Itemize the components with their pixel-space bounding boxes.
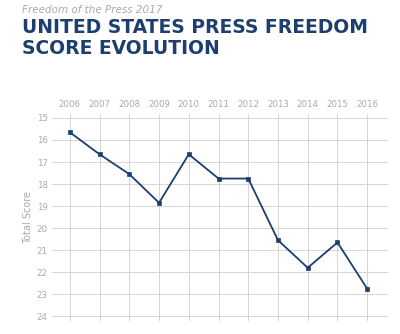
Text: Freedom of the Press 2017: Freedom of the Press 2017 <box>22 5 162 15</box>
Text: UNITED STATES PRESS FREEDOM
SCORE EVOLUTION: UNITED STATES PRESS FREEDOM SCORE EVOLUT… <box>22 18 368 58</box>
Y-axis label: Total Score: Total Score <box>23 191 33 243</box>
